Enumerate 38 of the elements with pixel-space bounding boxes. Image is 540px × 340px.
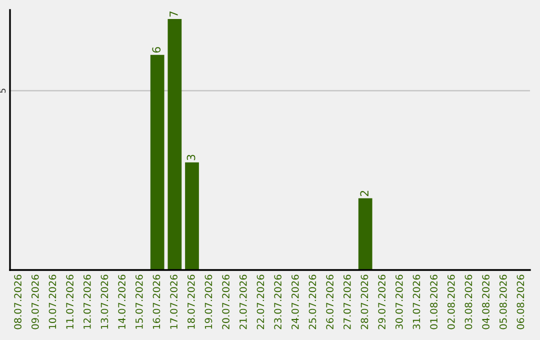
x-tick-label: 06.08.2026 bbox=[516, 274, 524, 330]
data-label: 6 bbox=[152, 47, 161, 53]
data-label: 3 bbox=[186, 154, 196, 160]
x-tick-label: 13.07.2026 bbox=[100, 274, 108, 329]
x-tick-label: 18.07.2026 bbox=[187, 274, 195, 329]
x-tick-label: 05.08.2026 bbox=[499, 274, 507, 330]
x-tick-label: 04.08.2026 bbox=[482, 274, 490, 330]
x-tick-label: 14.07.2026 bbox=[118, 274, 126, 329]
bar bbox=[168, 18, 182, 270]
x-tick-label: 11.07.2026 bbox=[66, 274, 74, 329]
x-tick-label: 10.07.2026 bbox=[48, 274, 56, 329]
x-tick-label: 09.07.2026 bbox=[31, 274, 39, 330]
x-tick-label: 20.07.2026 bbox=[222, 274, 230, 330]
x-tick-label: 31.07.2026 bbox=[412, 274, 420, 330]
x-tick-label: 12.07.2026 bbox=[83, 274, 91, 329]
bar bbox=[358, 198, 372, 270]
x-tick-label: 28.07.2026 bbox=[360, 274, 368, 330]
x-tick-label: 17.07.2026 bbox=[170, 274, 178, 329]
x-tick-label: 16.07.2026 bbox=[152, 274, 160, 329]
x-tick-label: 08.07.2026 bbox=[14, 274, 22, 330]
data-label: 7 bbox=[170, 11, 178, 17]
x-tick-label: 15.07.2026 bbox=[135, 274, 143, 329]
x-tick-label: 22.07.2026 bbox=[256, 274, 264, 330]
x-tick-label: 02.08.2026 bbox=[447, 274, 455, 330]
x-tick-label: 01.08.2026 bbox=[430, 274, 438, 330]
x-tick-label: 27.07.2026 bbox=[343, 274, 351, 330]
x-tick-label: 26.07.2026 bbox=[326, 274, 334, 330]
x-tick-label: 19.07.2026 bbox=[204, 274, 212, 329]
x-tick-label: 24.07.2026 bbox=[291, 274, 299, 330]
data-label: 2 bbox=[360, 190, 368, 196]
x-tick-label: 23.07.2026 bbox=[274, 274, 282, 330]
x-tick-label: 03.08.2026 bbox=[464, 274, 472, 330]
bar bbox=[185, 162, 199, 270]
x-tick-label: 30.07.2026 bbox=[395, 274, 403, 330]
x-tick-label: 21.07.2026 bbox=[239, 274, 247, 330]
x-tick-label: 25.07.2026 bbox=[308, 274, 316, 330]
x-tick-label: 29.07.2026 bbox=[378, 274, 386, 330]
bar bbox=[150, 54, 164, 270]
